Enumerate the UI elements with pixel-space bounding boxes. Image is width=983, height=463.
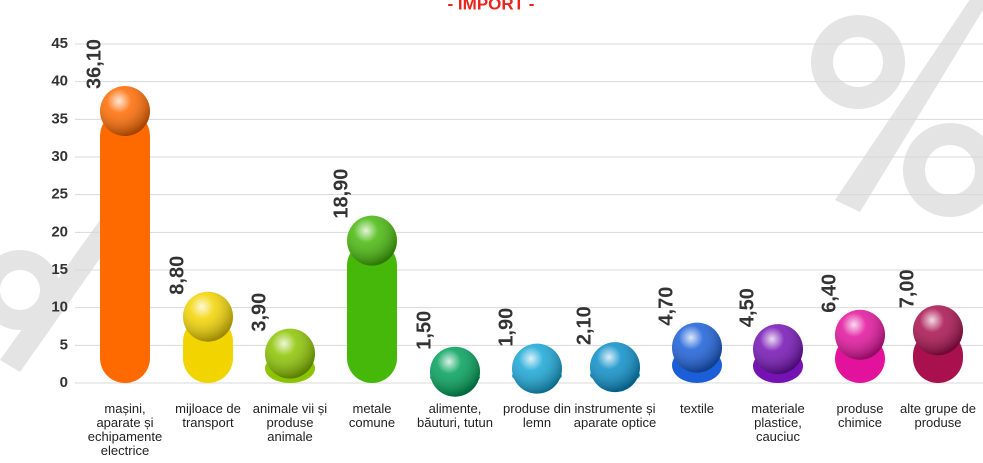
value-label: 3,90	[248, 293, 270, 332]
bar-sphere-shine	[347, 215, 397, 266]
bar-sphere-shine	[753, 324, 803, 375]
background-percent	[0, 0, 983, 372]
y-tick-label: 0	[60, 374, 68, 391]
x-tick-label: animale vii și produse animale	[252, 401, 328, 444]
value-label: 1,50	[413, 311, 435, 350]
y-tick-label: 25	[51, 186, 68, 203]
bar-sphere-shine	[512, 343, 562, 394]
bar-sphere-shine	[100, 86, 150, 137]
bar	[100, 111, 150, 384]
x-tick-label: mașini, aparate și echipamente electrice	[87, 401, 163, 458]
value-label: 8,80	[166, 256, 188, 295]
bar	[347, 240, 397, 384]
bar-sphere-shine	[913, 305, 963, 356]
y-tick-label: 10	[51, 299, 68, 316]
y-tick-label: 5	[60, 336, 68, 353]
value-label: 4,70	[655, 287, 677, 326]
value-label: 36,10	[83, 39, 105, 89]
value-label: 6,40	[818, 274, 840, 313]
chart-title: - IMPORT -	[448, 0, 535, 13]
y-tick-label: 45	[51, 35, 68, 52]
bar-sphere-shine	[265, 328, 315, 379]
bar-sphere-shine	[430, 346, 480, 397]
x-tick-label: metale comune	[348, 401, 396, 430]
x-tick-label: produse chimice	[836, 401, 884, 430]
y-tick-label: 35	[51, 110, 68, 127]
value-label: 2,10	[573, 306, 595, 345]
y-tick-label: 15	[51, 261, 68, 278]
y-tick-label: 40	[51, 73, 68, 90]
x-tick-label: textile	[680, 401, 714, 416]
x-tick-label: alimente, băuturi, tutun	[417, 401, 493, 430]
x-tick-label: materiale plastice, cauciuc	[751, 401, 805, 444]
value-label: 7,00	[896, 269, 918, 308]
bar-sphere-shine	[835, 309, 885, 360]
x-tick-label: mijloace de transport	[175, 401, 241, 430]
value-label: 18,90	[330, 169, 352, 219]
value-label: 4,50	[736, 288, 758, 327]
y-tick-label: 20	[51, 223, 68, 240]
bar-sphere-shine	[183, 291, 233, 342]
value-label: 1,90	[495, 308, 517, 347]
x-tick-label: alte grupe de produse	[900, 401, 976, 430]
x-tick-label: produse din lemn	[503, 401, 571, 430]
y-tick-label: 30	[51, 148, 68, 165]
bar-sphere-shine	[672, 322, 722, 373]
bar-sphere-shine	[590, 342, 640, 393]
x-tick-label: instrumente și aparate optice	[573, 401, 657, 430]
